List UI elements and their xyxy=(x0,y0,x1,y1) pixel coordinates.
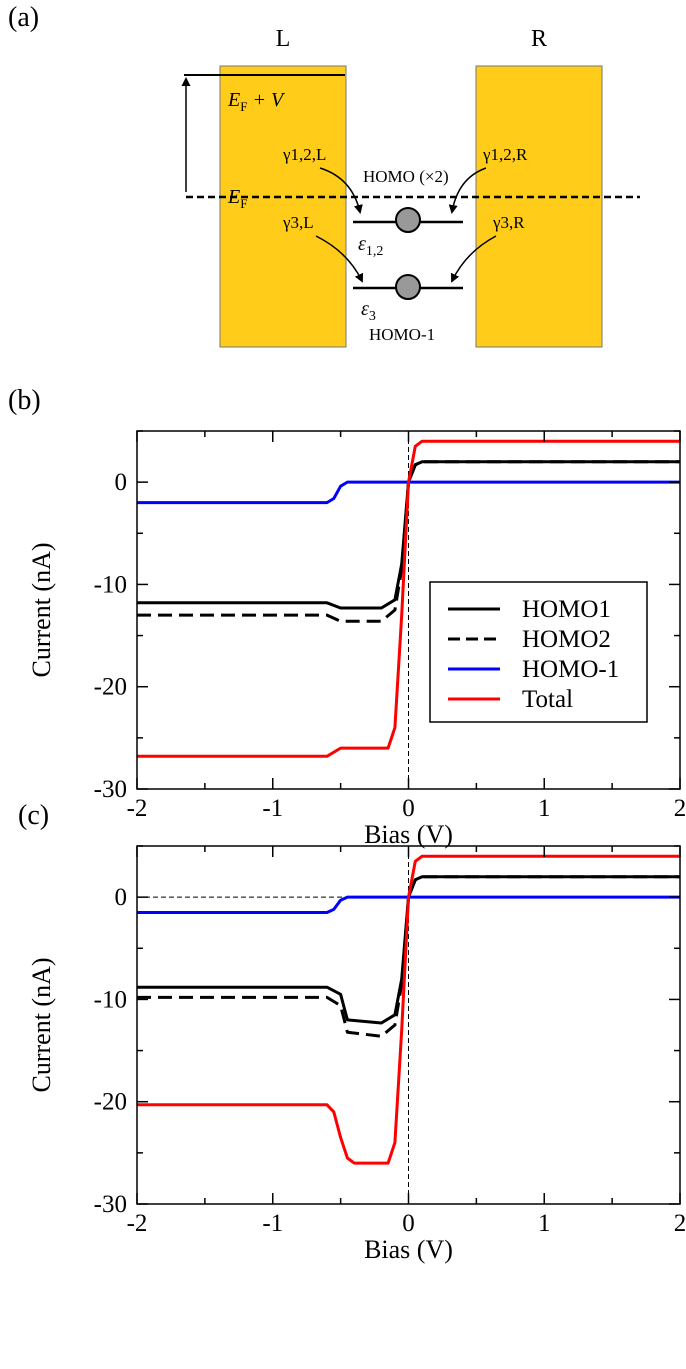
x-axis-label: Bias (V) xyxy=(364,1235,453,1264)
gamma12-left-label: γ1,2,L xyxy=(282,145,326,164)
eps12-label: ε1,2 xyxy=(358,233,383,259)
gamma12-right-label: γ1,2,R xyxy=(482,145,528,164)
x-tick-label: 0 xyxy=(402,795,415,822)
y-tick-label: 0 xyxy=(115,884,128,911)
ef-label: EF xyxy=(227,186,247,211)
left-electrode xyxy=(219,65,347,348)
y-tick-label: -30 xyxy=(94,1191,127,1218)
gamma12-left-arrow xyxy=(319,167,363,214)
x-tick-label: 0 xyxy=(402,1210,415,1237)
y-tick-label: -20 xyxy=(94,1089,127,1116)
homo-x2-label: HOMO (×2) xyxy=(363,167,449,186)
y-axis-label: Current (nA) xyxy=(27,957,56,1092)
x-tick-label: -2 xyxy=(127,1210,148,1237)
right-electrode xyxy=(475,65,603,348)
series-line-homo2 xyxy=(137,460,680,623)
homo-minus1-label: HOMO-1 xyxy=(369,325,435,344)
right-electrode-label: R xyxy=(531,26,547,52)
x-axis-label: Bias (V) xyxy=(364,820,453,849)
homo-level-dot xyxy=(395,207,421,233)
x-tick-label: 1 xyxy=(538,1210,551,1237)
ef-plus-v-label: EF + V xyxy=(227,89,286,114)
gamma12-right-arrow xyxy=(448,167,487,214)
y-tick-label: -20 xyxy=(94,674,127,701)
y-tick-label: -30 xyxy=(94,776,127,803)
y-axis-label: Current (nA) xyxy=(27,542,56,677)
x-tick-label: 2 xyxy=(674,1210,686,1237)
homo-minus1-level-dot xyxy=(395,274,421,300)
legend-entry-homo2: HOMO2 xyxy=(522,626,611,653)
x-tick-label: -2 xyxy=(127,795,148,822)
legend-entry-homo-1: HOMO-1 xyxy=(522,656,619,683)
left-electrode-label: L xyxy=(276,26,291,52)
series-line-total xyxy=(137,439,680,758)
panel-label-c: (c) xyxy=(18,800,50,831)
series-line-homo1 xyxy=(137,460,680,610)
eps3-label: ε3 xyxy=(361,298,376,324)
panel-label-a: (a) xyxy=(8,2,40,33)
gamma3-left-label: γ3,L xyxy=(282,213,314,232)
panel-label-b: (b) xyxy=(8,385,41,416)
gamma3-right-arrow xyxy=(450,235,497,283)
x-tick-label: 2 xyxy=(674,795,686,822)
legend-entry-total: Total xyxy=(522,686,573,713)
legend-entry-homo1: HOMO1 xyxy=(522,596,611,623)
gamma3-right-label: γ3,R xyxy=(492,213,525,232)
series-line-homo1 xyxy=(137,875,680,1025)
series-line-homo2 xyxy=(137,875,680,1038)
x-tick-label: -1 xyxy=(262,1210,283,1237)
energy-level-diagram: L R EF + V EF γ1,2,L γ1,2,R HOMO (×2) γ3… xyxy=(181,26,640,348)
x-tick-label: 1 xyxy=(538,795,551,822)
series-line-homo-1 xyxy=(137,895,680,914)
gamma3-left-arrow xyxy=(315,235,364,283)
series-line-homo-1 xyxy=(137,480,680,505)
y-tick-label: -10 xyxy=(94,571,127,598)
series-line-total xyxy=(137,854,680,1165)
y-tick-label: -10 xyxy=(94,986,127,1013)
y-tick-label: 0 xyxy=(115,469,128,496)
x-tick-label: -1 xyxy=(262,795,283,822)
